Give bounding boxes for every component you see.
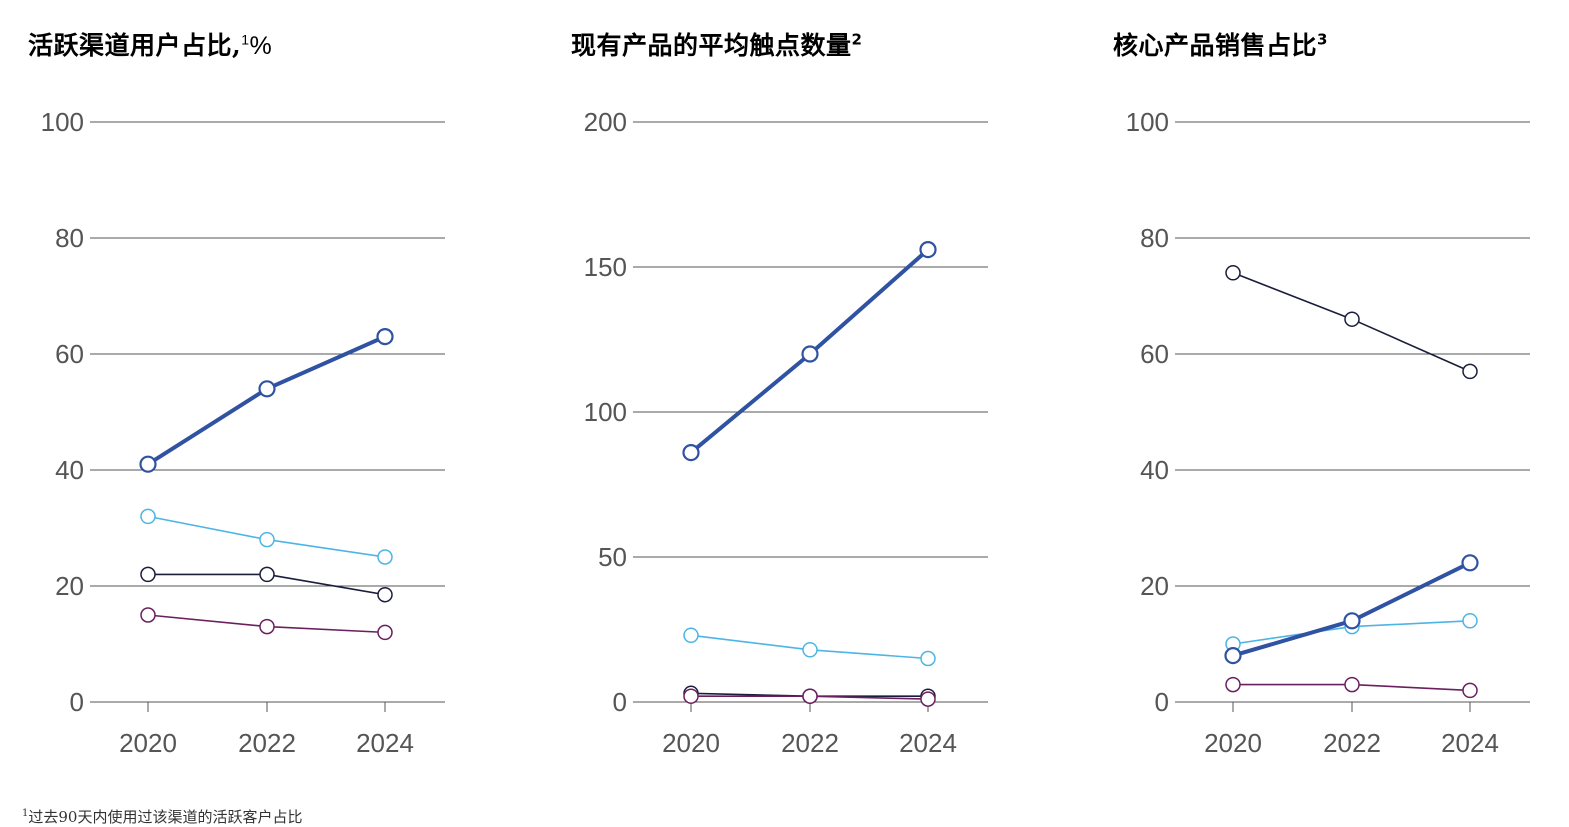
- data-point: [683, 688, 699, 704]
- chart-title-1-unit: %: [249, 32, 273, 60]
- y-tick-label: 50: [598, 542, 627, 572]
- chart-title-1-text: 活跃渠道用户占比,: [28, 31, 242, 60]
- y-tick-label: 40: [1140, 455, 1169, 485]
- chart-panel-1: 活跃渠道用户占比,1% 0 20 40 60 80 100 2020 2022 2024: [0, 0, 523, 780]
- chart-title-2-text: 现有产品的平均触点数量: [571, 31, 852, 60]
- y-tick-label: 80: [1140, 223, 1169, 253]
- chart-title-2: 现有产品的平均触点数量2: [571, 26, 862, 62]
- data-point: [377, 624, 393, 641]
- x-tick-label: 2020: [1204, 728, 1262, 758]
- data-point: [683, 627, 699, 644]
- x-tick-label: 2020: [662, 728, 720, 758]
- y-tick-label: 80: [55, 223, 84, 253]
- y-tick-label: 40: [55, 455, 84, 485]
- data-point: [377, 586, 393, 603]
- chart-title-3: 核心产品销售占比3: [1113, 26, 1328, 62]
- x-tick-label: 2024: [356, 728, 414, 758]
- data-point: [376, 328, 394, 346]
- y-tick-label: 100: [584, 397, 627, 427]
- data-point: [140, 508, 156, 525]
- data-point: [1224, 646, 1242, 665]
- footnote-marker: 1: [22, 808, 29, 819]
- chart-panel-2: 现有产品的平均触点数量2 0 50 100 150 200 2020 2022 2024: [543, 0, 1066, 780]
- data-point: [1462, 363, 1478, 380]
- y-tick-label: 20: [1140, 571, 1169, 601]
- y-tick-label: 20: [55, 571, 84, 601]
- y-tick-label: 0: [613, 687, 627, 717]
- data-point: [682, 444, 700, 462]
- line-chart-3: 0 20 40 60 80 100 2020 2022 2024: [1126, 107, 1530, 758]
- chart-title-3-sup: 3: [1317, 30, 1328, 49]
- x-tick-label: 2024: [1441, 728, 1499, 758]
- chart-title-1-sup: 1: [241, 31, 250, 48]
- x-tick-label: 2024: [899, 728, 957, 758]
- data-point: [1462, 682, 1478, 699]
- data-point: [259, 566, 275, 583]
- y-tick-label: 0: [70, 687, 84, 717]
- data-point: [258, 380, 276, 398]
- series-line: [146, 334, 386, 466]
- data-point: [140, 566, 156, 583]
- line-chart-2: 0 50 100 150 200 2020 2022 2024: [584, 107, 988, 758]
- y-tick-label: 0: [1155, 687, 1169, 717]
- data-point: [259, 531, 275, 548]
- line-chart-1: 0 20 40 60 80 100 2020 2022 2024: [41, 107, 445, 758]
- chart-title-3-text: 核心产品销售占比: [1113, 31, 1318, 60]
- y-tick-label: 200: [584, 107, 627, 137]
- data-point: [1461, 554, 1479, 572]
- data-point: [919, 241, 937, 259]
- chart-title-2-sup: 2: [851, 30, 863, 49]
- x-tick-label: 2022: [238, 728, 296, 758]
- footnote-text: 过去90天内使用过该渠道的活跃客户占比: [28, 808, 303, 826]
- data-point: [259, 618, 275, 635]
- series-line: [1232, 561, 1471, 658]
- data-point: [1343, 612, 1361, 630]
- y-tick-label: 100: [1126, 107, 1169, 137]
- x-tick-label: 2022: [781, 728, 839, 758]
- data-point: [140, 607, 156, 623]
- data-point: [920, 691, 936, 707]
- data-point: [801, 345, 819, 363]
- footnote: 1过去90天内使用过该渠道的活跃客户占比: [22, 806, 302, 827]
- data-point: [139, 455, 157, 473]
- data-point: [1462, 613, 1478, 629]
- data-point: [920, 650, 936, 667]
- x-tick-label: 2022: [1323, 728, 1381, 758]
- data-point: [802, 688, 818, 704]
- data-point: [802, 642, 818, 658]
- y-tick-label: 60: [1140, 339, 1169, 369]
- data-point: [1344, 311, 1360, 327]
- y-tick-label: 100: [41, 107, 84, 137]
- y-tick-label: 60: [55, 339, 84, 369]
- data-point: [1225, 265, 1241, 281]
- data-point: [377, 549, 393, 565]
- data-point: [1344, 676, 1360, 693]
- data-point: [1225, 676, 1241, 693]
- chart-title-1: 活跃渠道用户占比,1%: [28, 26, 272, 62]
- y-tick-label: 150: [584, 252, 627, 282]
- x-tick-label: 2020: [119, 728, 177, 758]
- chart-panel-3: 核心产品销售占比3 0 20 40 60 80 100 2020 2022 2024: [1085, 0, 1569, 780]
